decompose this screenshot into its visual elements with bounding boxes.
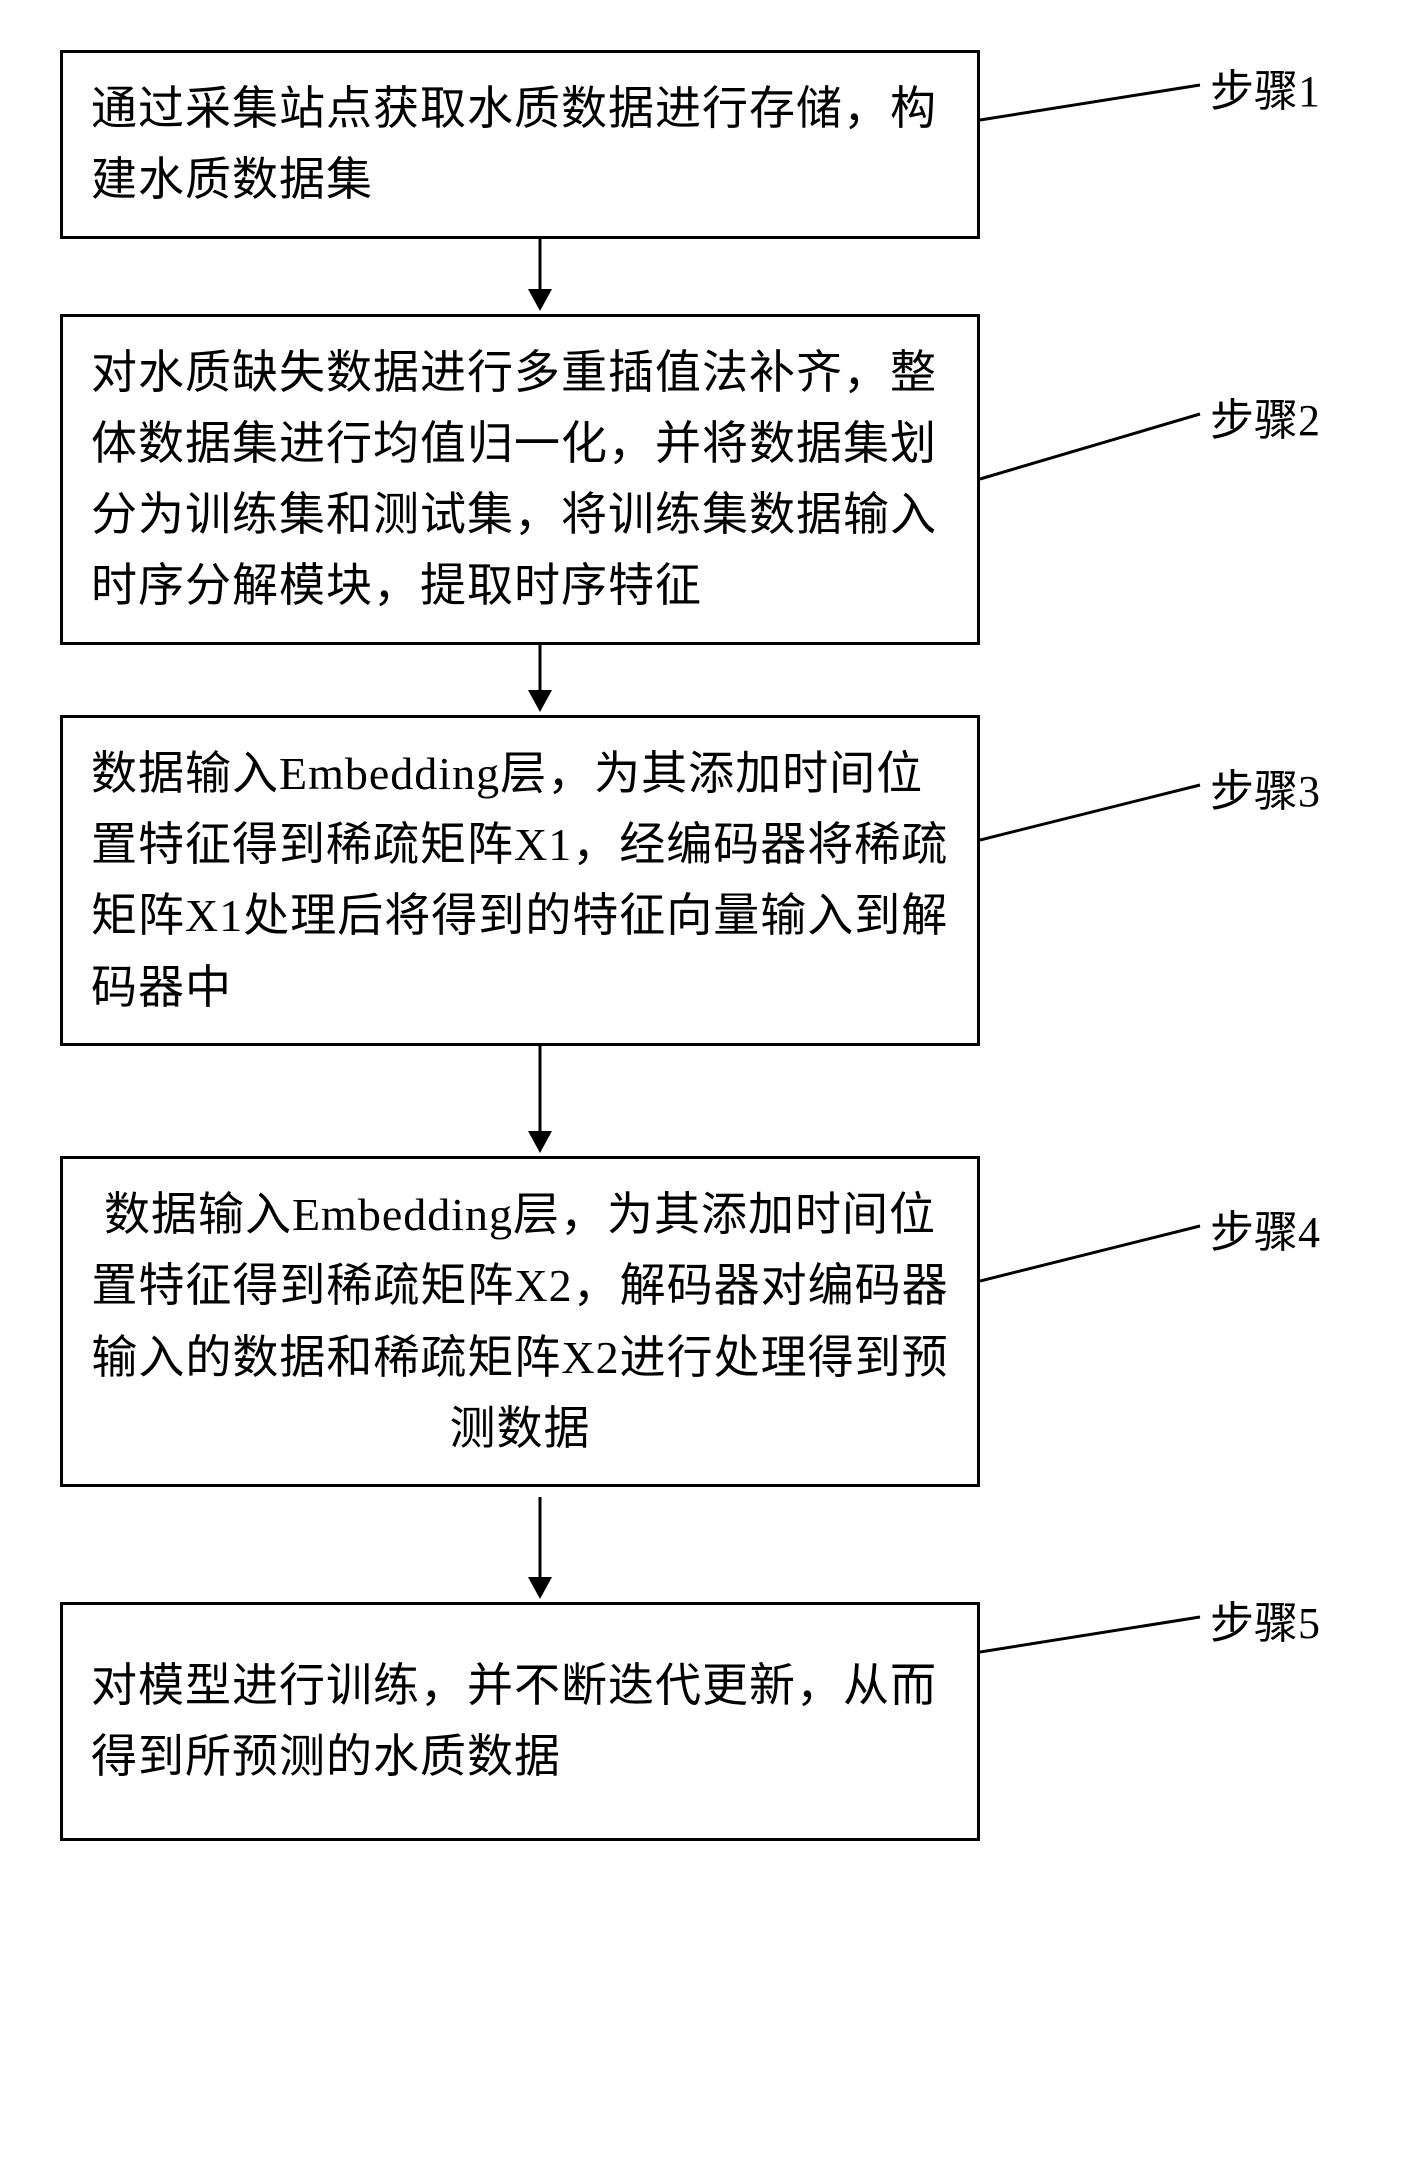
step-5-container: 对模型进行训练，并不断迭代更新，从而得到所预测的水质数据 步骤5 — [60, 1602, 1362, 1841]
flowchart-container: 通过采集站点获取水质数据进行存储，构建水质数据集 步骤1 对水质缺失数据进行多重… — [0, 0, 1422, 1881]
arrow-1-2 — [520, 239, 560, 314]
step-2-box: 对水质缺失数据进行多重插值法补齐，整体数据集进行均值归一化，并将数据集划分为训练… — [60, 314, 980, 645]
step-3-text: 数据输入Embedding层，为其添加时间位置特征得到稀疏矩阵X1，经编码器将稀… — [91, 738, 949, 1023]
step-4-container: 数据输入Embedding层，为其添加时间位置特征得到稀疏矩阵X2，解码器对编码… — [60, 1156, 1362, 1487]
step-4-label: 步骤4 — [1210, 1196, 1320, 1260]
step-1-box: 通过采集站点获取水质数据进行存储，构建水质数据集 — [60, 50, 980, 239]
step-1-text: 通过采集站点获取水质数据进行存储，构建水质数据集 — [91, 73, 949, 216]
step-1-label: 步骤1 — [1210, 55, 1320, 119]
step-5-box: 对模型进行训练，并不断迭代更新，从而得到所预测的水质数据 — [60, 1602, 980, 1841]
step-2-container: 对水质缺失数据进行多重插值法补齐，整体数据集进行均值归一化，并将数据集划分为训练… — [60, 314, 1362, 645]
step-5-text: 对模型进行训练，并不断迭代更新，从而得到所预测的水质数据 — [91, 1650, 949, 1793]
step-3-label: 步骤3 — [1210, 755, 1320, 819]
arrow-3-4 — [520, 1046, 560, 1156]
step-1-container: 通过采集站点获取水质数据进行存储，构建水质数据集 步骤1 — [60, 50, 1362, 239]
step-4-text: 数据输入Embedding层，为其添加时间位置特征得到稀疏矩阵X2，解码器对编码… — [91, 1179, 949, 1464]
step-2-text: 对水质缺失数据进行多重插值法补齐，整体数据集进行均值归一化，并将数据集划分为训练… — [91, 337, 949, 622]
step-5-label: 步骤5 — [1210, 1587, 1320, 1651]
step-2-label: 步骤2 — [1210, 384, 1320, 448]
arrow-4-5 — [520, 1487, 560, 1602]
step-3-box: 数据输入Embedding层，为其添加时间位置特征得到稀疏矩阵X1，经编码器将稀… — [60, 715, 980, 1046]
arrow-2-3 — [520, 645, 560, 715]
step-3-container: 数据输入Embedding层，为其添加时间位置特征得到稀疏矩阵X1，经编码器将稀… — [60, 715, 1362, 1046]
step-4-box: 数据输入Embedding层，为其添加时间位置特征得到稀疏矩阵X2，解码器对编码… — [60, 1156, 980, 1487]
